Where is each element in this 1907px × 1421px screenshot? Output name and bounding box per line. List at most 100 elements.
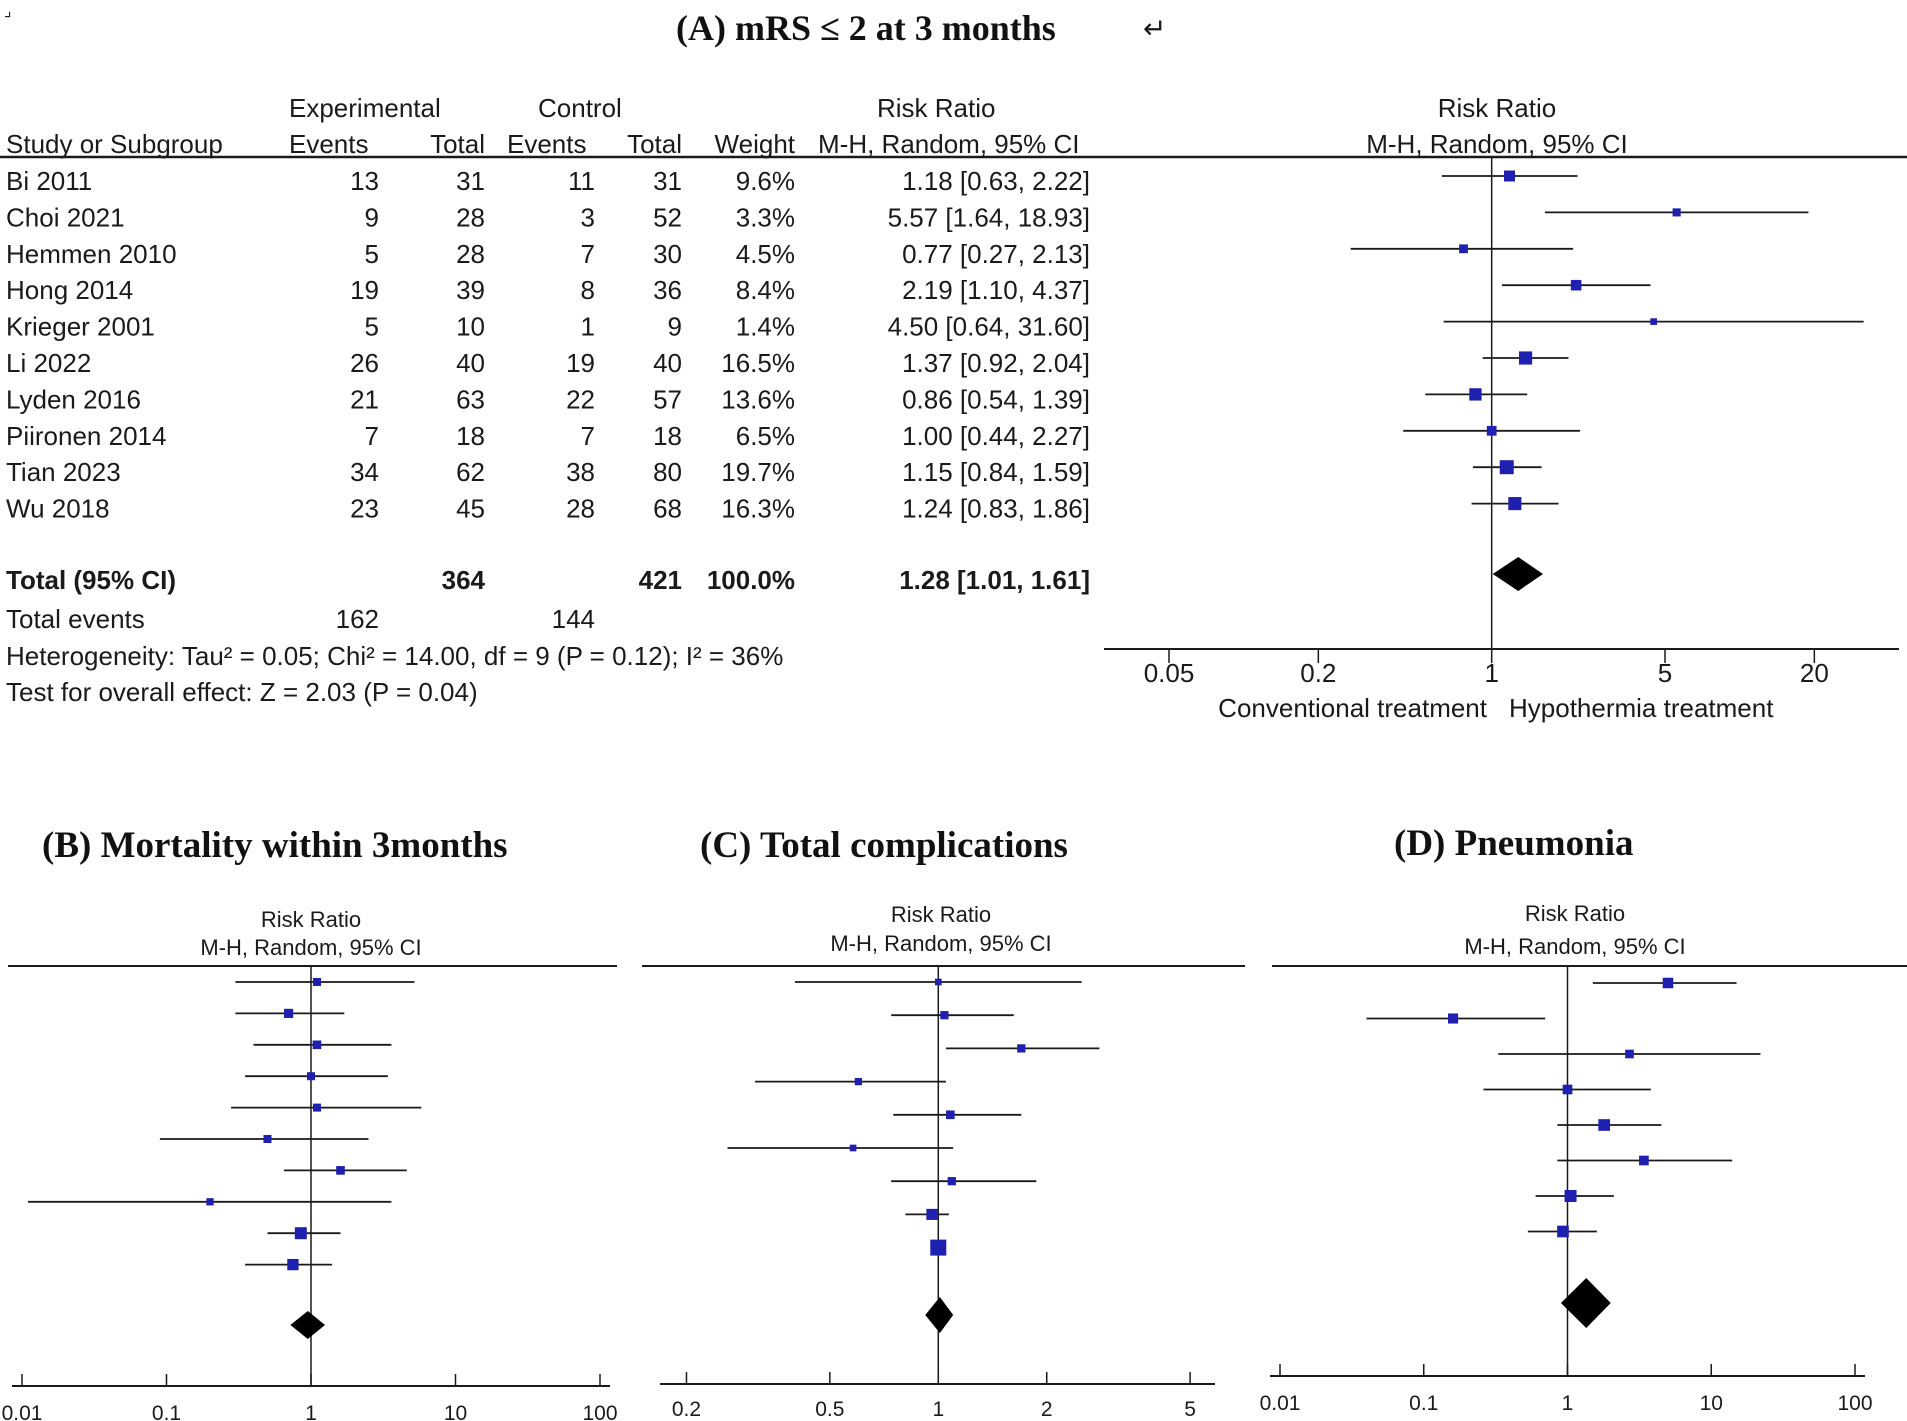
row-ci-text: 0.77 [0.27, 2.13] bbox=[902, 239, 1090, 269]
row-exp-total: 62 bbox=[456, 457, 485, 487]
panel-d-title: (D) Pneumonia bbox=[1394, 823, 1633, 864]
x-tick-label: 1 bbox=[1562, 1392, 1574, 1415]
row-weight: 1.4% bbox=[736, 312, 795, 342]
forest-plot-a: 0.05 0.2 1 5 20 bbox=[1104, 157, 1899, 688]
header-weight: Weight bbox=[715, 129, 796, 159]
return-icon: ↵ bbox=[1143, 13, 1166, 44]
row-exp-events: 34 bbox=[350, 457, 379, 487]
row-ctl-total: 9 bbox=[668, 312, 682, 342]
point-estimate bbox=[1570, 279, 1582, 291]
row-weight: 19.7% bbox=[721, 457, 795, 487]
point-estimate bbox=[1639, 1155, 1649, 1166]
row-ctl-total: 36 bbox=[653, 275, 682, 305]
point-estimate bbox=[287, 1258, 299, 1271]
row-exp-total: 31 bbox=[456, 166, 485, 196]
point-estimate bbox=[930, 1239, 947, 1256]
plot-subheader: M-H, Random, 95% CI bbox=[830, 931, 1051, 956]
row-ci-text: 4.50 [0.64, 31.60] bbox=[888, 312, 1090, 342]
row-ci-text: 0.86 [0.54, 1.39] bbox=[902, 384, 1090, 414]
total-exp: 364 bbox=[442, 565, 486, 595]
point-estimate bbox=[1672, 208, 1681, 217]
favours-right-label: Hypothermia treatment bbox=[1509, 693, 1774, 723]
point-estimate bbox=[1625, 1049, 1634, 1059]
point-estimate bbox=[1499, 460, 1514, 475]
row-study: Krieger 2001 bbox=[6, 312, 155, 342]
header-control: Control bbox=[538, 93, 622, 123]
point-estimate bbox=[294, 1227, 307, 1240]
overall-diamond bbox=[1560, 1278, 1611, 1328]
plot-a-header: Risk Ratio bbox=[1438, 93, 1556, 123]
point-estimate bbox=[1504, 170, 1515, 182]
row-exp-total: 40 bbox=[456, 348, 485, 378]
point-estimate bbox=[1459, 244, 1468, 254]
x-tick-label: 0.1 bbox=[1409, 1392, 1438, 1415]
row-study: Wu 2018 bbox=[6, 494, 110, 524]
row-ctl-total: 18 bbox=[653, 421, 682, 451]
point-estimate bbox=[1598, 1119, 1611, 1131]
x-tick-label: 1 bbox=[1484, 658, 1498, 688]
plot-a-subheader: M-H, Random, 95% CI bbox=[1366, 129, 1628, 159]
row-weight: 16.3% bbox=[721, 494, 795, 524]
panel-a-rows: Bi 2011 13 31 11 31 9.6% 1.18 [0.63, 2.22]Choi… bbox=[6, 166, 1090, 524]
point-estimate bbox=[1017, 1044, 1026, 1053]
row-weight: 16.5% bbox=[721, 348, 795, 378]
forest-plot-c: Risk Ratio M-H, Random, 95% CI 0.2 0.5 1 2 5 bbox=[642, 902, 1245, 1421]
x-tick-label: 0.2 bbox=[1300, 658, 1336, 688]
header-ctl-events: Events bbox=[507, 129, 587, 159]
row-exp-events: 5 bbox=[365, 312, 379, 342]
row-ci-text: 1.18 [0.63, 2.22] bbox=[902, 166, 1090, 196]
point-estimate bbox=[307, 1072, 315, 1081]
row-exp-total: 63 bbox=[456, 384, 485, 414]
row-exp-total: 45 bbox=[456, 494, 485, 524]
row-exp-events: 9 bbox=[365, 202, 379, 232]
x-tick-label: 0.1 bbox=[152, 1402, 181, 1421]
row-exp-total: 10 bbox=[456, 312, 485, 342]
header-exp-total: Total bbox=[430, 129, 485, 159]
row-weight: 3.3% bbox=[736, 202, 795, 232]
row-ctl-total: 68 bbox=[653, 494, 682, 524]
row-ci-text: 1.37 [0.92, 2.04] bbox=[902, 348, 1090, 378]
point-estimate bbox=[1469, 388, 1482, 401]
x-tick-label: 10 bbox=[1700, 1392, 1723, 1415]
row-ctl-events: 11 bbox=[568, 166, 595, 196]
point-estimate bbox=[206, 1198, 214, 1206]
row-ctl-events: 7 bbox=[581, 421, 595, 451]
favours-left-label: Conventional treatment bbox=[1218, 693, 1488, 723]
row-study: Tian 2023 bbox=[6, 457, 121, 487]
x-tick-label: 2 bbox=[1041, 1398, 1053, 1421]
point-estimate bbox=[1448, 1013, 1459, 1024]
row-ctl-total: 52 bbox=[653, 202, 682, 232]
row-weight: 9.6% bbox=[736, 166, 795, 196]
row-study: Piironen 2014 bbox=[6, 421, 166, 451]
row-ctl-total: 57 bbox=[653, 384, 682, 414]
events-ctl: 144 bbox=[552, 604, 595, 634]
x-tick-label: 100 bbox=[1837, 1392, 1872, 1415]
row-ctl-events: 22 bbox=[566, 384, 595, 414]
row-ci-text: 1.00 [0.44, 2.27] bbox=[902, 421, 1090, 451]
heterogeneity-text: Heterogeneity: Tau² = 0.05; Chi² = 14.00… bbox=[6, 641, 783, 671]
point-estimate bbox=[946, 1110, 955, 1120]
panel-b-title: (B) Mortality within 3months bbox=[42, 825, 508, 866]
row-weight: 13.6% bbox=[721, 384, 795, 414]
overall-effect-text: Test for overall effect: Z = 2.03 (P = 0… bbox=[6, 677, 478, 707]
point-estimate bbox=[1564, 1190, 1577, 1202]
point-estimate bbox=[854, 1077, 863, 1086]
row-study: Li 2022 bbox=[6, 348, 91, 378]
row-ctl-total: 30 bbox=[653, 239, 682, 269]
overall-diamond bbox=[1492, 557, 1543, 591]
row-ctl-total: 31 bbox=[653, 166, 682, 196]
panel-a-totals: Total (95% CI) 364 421 100.0% 1.28 [1.01… bbox=[6, 565, 1090, 707]
header-experimental: Experimental bbox=[289, 93, 441, 123]
header-study: Study or Subgroup bbox=[6, 129, 223, 159]
point-estimate bbox=[1562, 1084, 1573, 1095]
overall-diamond bbox=[290, 1311, 326, 1339]
events-label: Total events bbox=[6, 604, 145, 634]
point-estimate bbox=[926, 1208, 938, 1220]
plot-header: Risk Ratio bbox=[1525, 901, 1625, 926]
x-tick-label: 1 bbox=[305, 1402, 317, 1421]
point-estimate bbox=[336, 1166, 345, 1175]
row-study: Bi 2011 bbox=[6, 166, 92, 196]
header-ctl-total: Total bbox=[627, 129, 682, 159]
plot-subheader: M-H, Random, 95% CI bbox=[1464, 934, 1685, 959]
row-exp-events: 23 bbox=[350, 494, 379, 524]
